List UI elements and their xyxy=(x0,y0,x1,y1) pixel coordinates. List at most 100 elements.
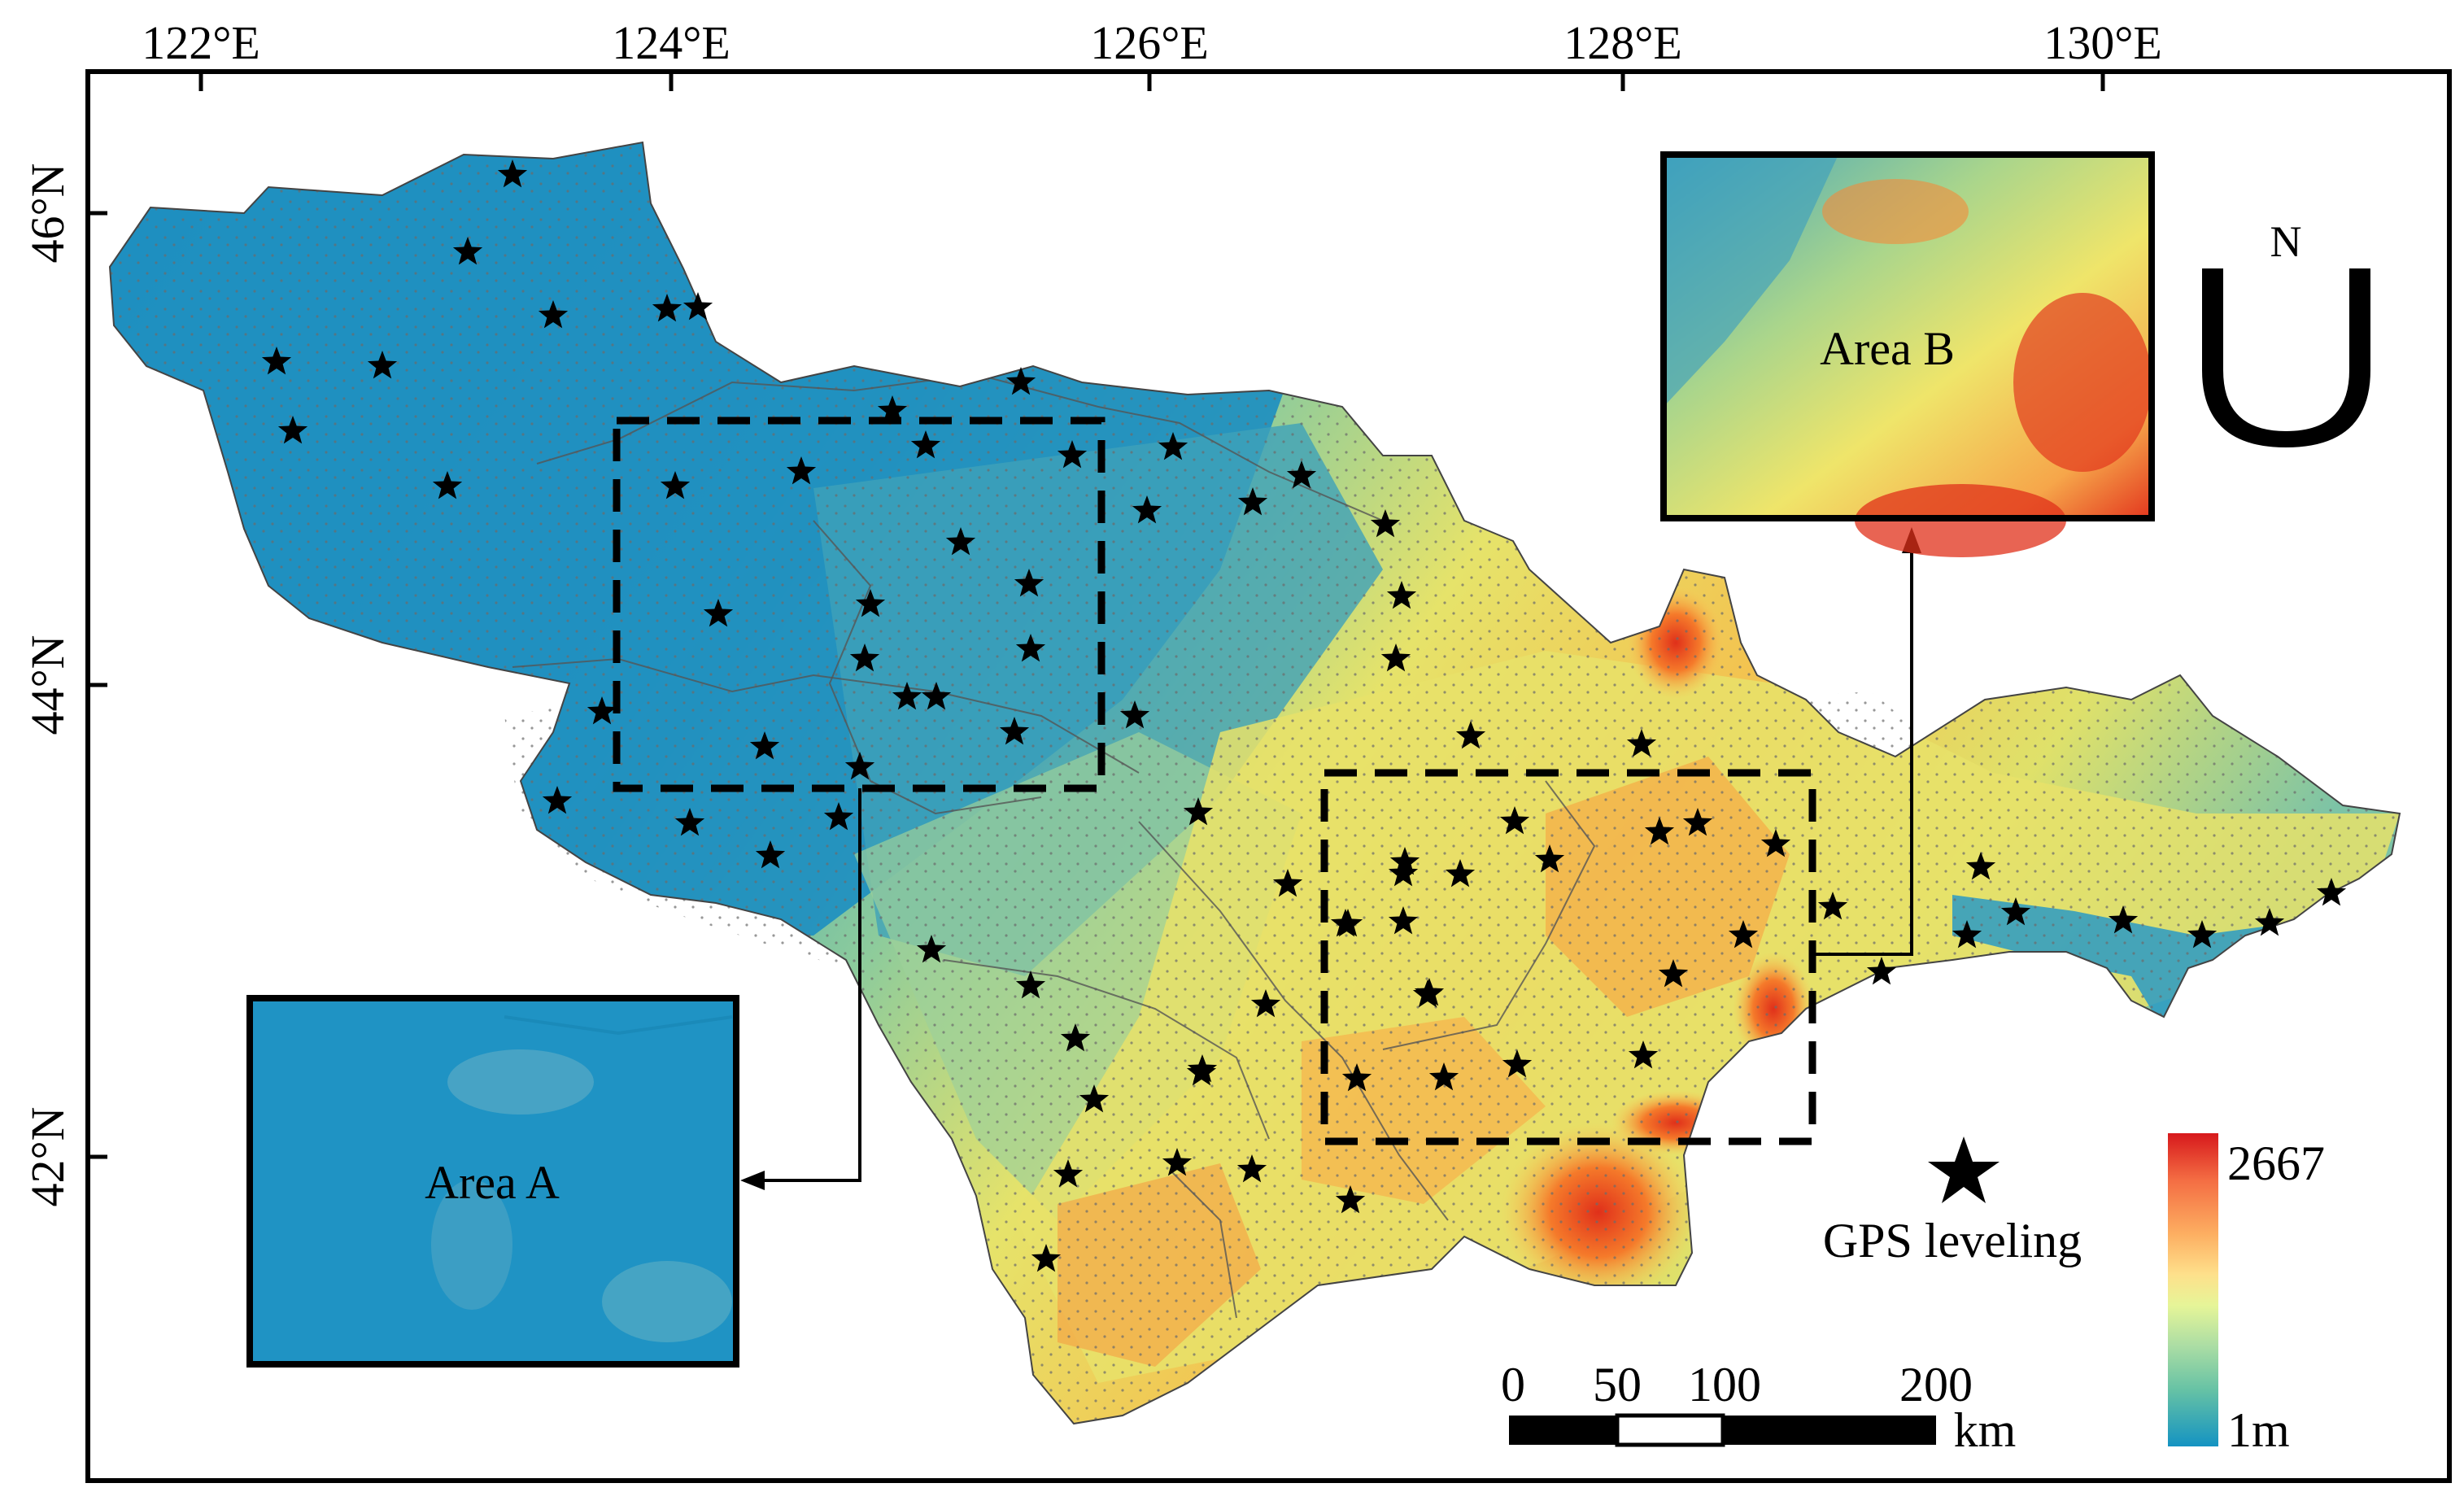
gps-leveling-star xyxy=(755,840,786,869)
gps-leveling-star xyxy=(2316,878,2347,906)
gps-leveling-star xyxy=(849,643,880,672)
gps-leveling-star xyxy=(1250,989,1281,1018)
gps-leveling-star xyxy=(2108,905,2139,934)
gps-leveling-star xyxy=(1866,957,1897,985)
gps-leveling-star xyxy=(1414,978,1445,1006)
gps-leveling-star xyxy=(1380,643,1411,672)
gps-leveling-star xyxy=(652,294,683,322)
gps-leveling-star xyxy=(432,471,463,499)
gps-leveling-star xyxy=(261,347,292,375)
gps-leveling-star xyxy=(916,935,947,963)
gps-leveling-star xyxy=(683,292,713,321)
scale-tick-label: 100 xyxy=(1688,1358,1761,1411)
gps-leveling-star xyxy=(1626,729,1657,757)
gps-leveling-star xyxy=(877,395,908,424)
elevation-max-label: 2667 xyxy=(2227,1136,2325,1190)
area-a-arrow-head xyxy=(740,1171,765,1190)
gps-leveling-star xyxy=(1119,700,1150,729)
lon-label: 124°E xyxy=(612,16,730,69)
area-a-extent-box xyxy=(613,417,1106,792)
gps-leveling-star xyxy=(1132,495,1162,524)
gps-leveling-star xyxy=(1005,367,1036,395)
gps-leveling-star xyxy=(1499,806,1530,835)
gps-leveling-star xyxy=(892,682,922,710)
gps-leveling-star xyxy=(1183,797,1214,826)
scale-tick-label: 0 xyxy=(1501,1358,1525,1411)
gps-leveling-star xyxy=(587,696,617,725)
gps-leveling-star xyxy=(1015,634,1046,662)
gps-leveling-star xyxy=(538,300,569,329)
gps-legend: GPS leveling xyxy=(1823,1136,2082,1267)
gps-leveling-star xyxy=(1760,829,1791,857)
gps-leveling-star xyxy=(1952,920,1982,949)
area-b-connector xyxy=(1812,541,1913,956)
lat-label: 44°N xyxy=(21,635,74,735)
elevation-min-label: 1m xyxy=(2227,1403,2290,1457)
gps-leveling-star xyxy=(1682,808,1713,836)
area-b-extent-box xyxy=(1320,769,1816,1145)
gps-leveling-star xyxy=(1817,892,1848,920)
scale-bar: 0 50 100 200 km xyxy=(1501,1358,2016,1457)
scale-segment xyxy=(1723,1416,1936,1445)
gps-leveling-star xyxy=(1053,1159,1084,1188)
lat-label: 42°N xyxy=(21,1106,74,1206)
gps-leveling-star xyxy=(277,416,308,444)
north-arrow-icon: N xyxy=(2202,217,2370,447)
gps-leveling-star xyxy=(2000,897,2031,926)
gps-leveling-star xyxy=(1388,858,1419,887)
scale-unit: km xyxy=(1954,1403,2017,1457)
north-letter: N xyxy=(2270,217,2302,266)
gps-leveling-star xyxy=(2254,908,2285,936)
gps-leveling-star xyxy=(1502,1049,1533,1078)
gps-leveling-star xyxy=(1057,440,1088,469)
area-a-inset-frame xyxy=(246,995,739,1368)
gps-leveling-star xyxy=(921,682,952,710)
gps-leveling-star xyxy=(844,752,875,780)
lon-label: 130°E xyxy=(2043,16,2162,69)
scale-tick-label: 200 xyxy=(1899,1358,1973,1411)
land-outline xyxy=(108,141,2401,1425)
gps-legend-label: GPS leveling xyxy=(1823,1214,2082,1267)
lon-label: 128°E xyxy=(1563,16,1682,69)
area-a-inset: Area A xyxy=(246,995,739,1368)
lon-label: 122°E xyxy=(142,16,260,69)
gps-leveling-star xyxy=(1162,1148,1193,1176)
area-b-inset-frame xyxy=(1660,151,2155,521)
gps-leveling-star xyxy=(660,471,691,499)
gps-leveling-star xyxy=(1286,460,1317,489)
gps-leveling-star xyxy=(1534,844,1565,873)
gps-leveling-star xyxy=(2187,920,2218,949)
gps-leveling-star xyxy=(1388,906,1419,935)
gps-leveling-star xyxy=(786,456,817,485)
gps-leveling-star xyxy=(749,731,780,760)
scale-segment xyxy=(1615,1413,1725,1447)
gps-leveling-star xyxy=(823,802,854,831)
elevation-legend: 2667 1m xyxy=(2168,1133,2325,1457)
gps-leveling-points xyxy=(261,159,2347,1272)
lat-label: 46°N xyxy=(21,163,74,263)
gps-leveling-star xyxy=(1445,859,1476,888)
gps-leveling-star xyxy=(1158,432,1188,460)
gps-leveling-star xyxy=(1330,909,1361,937)
gps-leveling-star xyxy=(452,237,483,265)
scale-tick-label: 50 xyxy=(1593,1358,1642,1411)
gps-leveling-star xyxy=(1341,1063,1372,1092)
gps-leveling-star xyxy=(1237,487,1268,516)
longitude-axis: 122°E 124°E 126°E 128°E 130°E xyxy=(142,16,2162,91)
area-b-label: Area B xyxy=(1820,322,1955,375)
gps-leveling-star xyxy=(1236,1154,1267,1183)
gps-leveling-star xyxy=(1389,847,1420,875)
gps-leveling-star xyxy=(1628,1040,1659,1069)
gps-leveling-star xyxy=(1428,1062,1459,1091)
gps-leveling-star xyxy=(945,527,976,556)
gps-leveling-star xyxy=(1014,569,1044,597)
latitude-axis: 46°N 44°N 42°N xyxy=(21,163,107,1207)
gps-leveling-star xyxy=(1386,581,1417,609)
gps-leveling-star xyxy=(1965,852,1996,880)
gps-leveling-star xyxy=(1060,1023,1091,1052)
star-icon xyxy=(1928,1136,2000,1203)
area-a-label: Area A xyxy=(425,1156,560,1209)
gps-leveling-star xyxy=(1455,721,1486,749)
gps-leveling-star xyxy=(703,599,734,627)
